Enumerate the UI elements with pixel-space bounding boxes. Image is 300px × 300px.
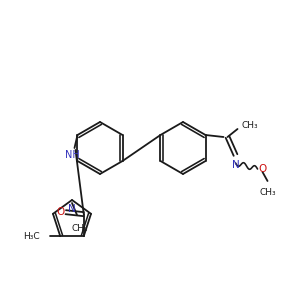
Text: O: O <box>258 164 267 174</box>
Text: CH₃: CH₃ <box>242 121 258 130</box>
Text: O: O <box>57 207 65 217</box>
Text: CH₃: CH₃ <box>259 188 276 197</box>
Text: N: N <box>68 204 76 214</box>
Text: NH: NH <box>65 150 80 160</box>
Text: CH₃: CH₃ <box>72 224 88 233</box>
Text: N: N <box>232 160 239 170</box>
Text: H₃C: H₃C <box>24 232 40 241</box>
